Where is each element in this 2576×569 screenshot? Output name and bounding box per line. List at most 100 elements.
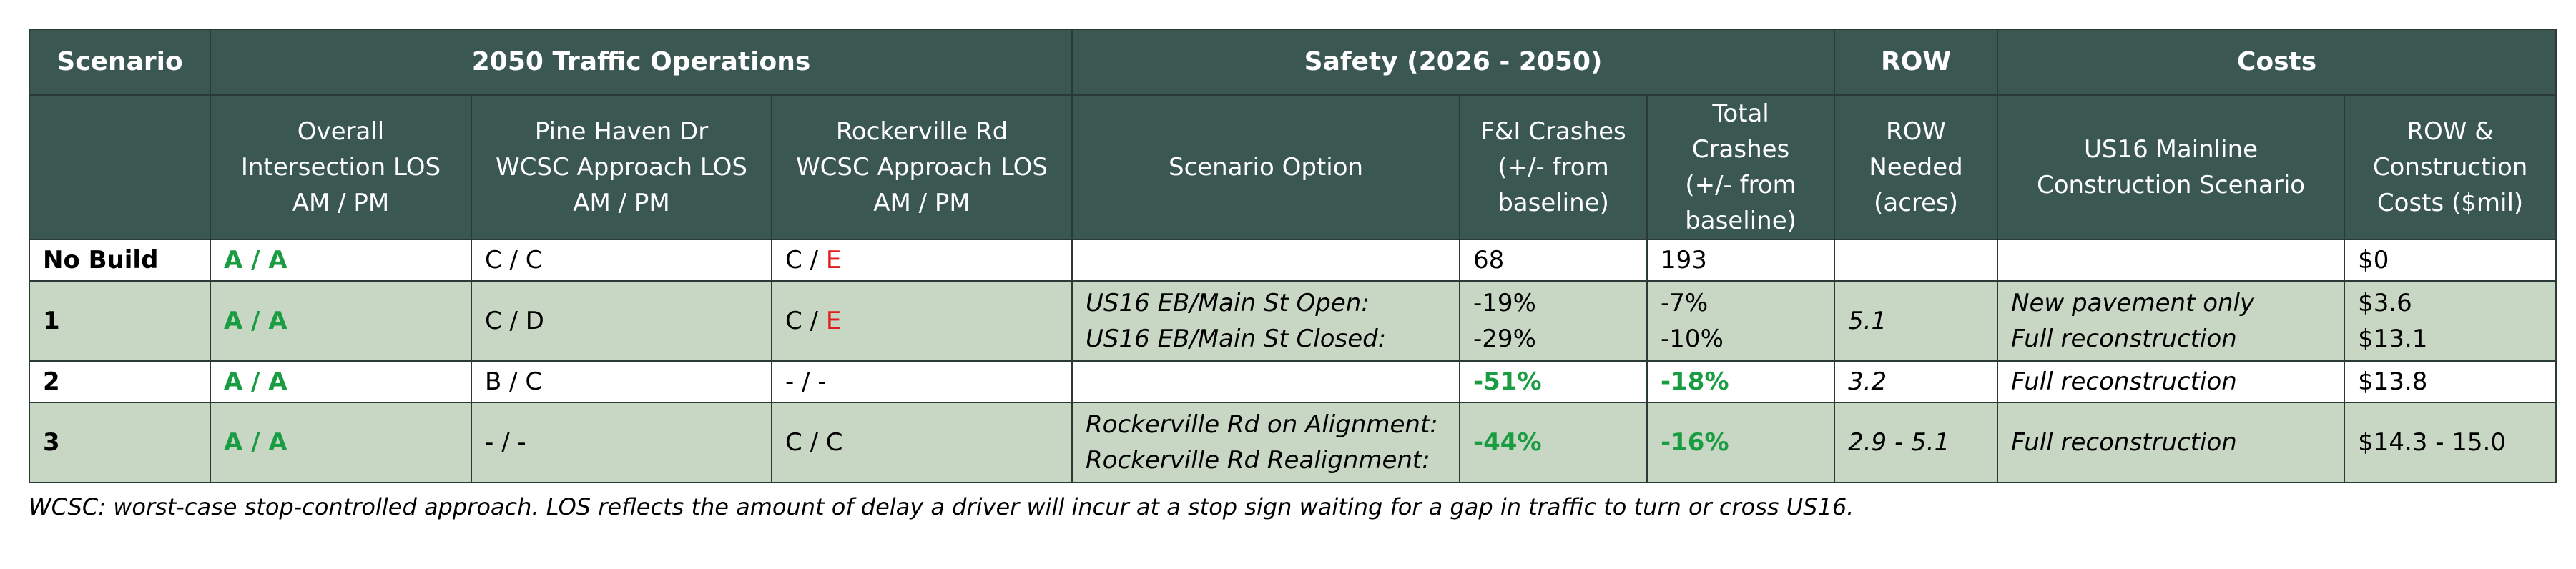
cell-us16-mainline xyxy=(1997,239,2346,282)
cell-rockerville-los: C / E xyxy=(770,239,1073,282)
cell-rockerville-los: - / - xyxy=(770,360,1073,403)
cell-scenario: 2 xyxy=(29,360,211,403)
cell-row-needed: 5.1 xyxy=(1834,280,1999,362)
cell-scenario-option xyxy=(1071,239,1461,282)
header-total-crashes: Total Crashes (+/- from baseline) xyxy=(1646,94,1836,240)
header-text-line: AM / PM xyxy=(573,189,670,217)
cell-row-needed xyxy=(1834,239,1999,282)
header-text-line: baseline) xyxy=(1685,207,1796,235)
table-row-scenario-2: 2 A / A B / C - / - -51% -18% 3.2 Full r… xyxy=(29,360,2557,403)
header-text-line: baseline) xyxy=(1498,189,1609,217)
header-text-line: (+/- from xyxy=(1685,171,1796,199)
header-text-line: Pine Haven Dr xyxy=(534,117,709,146)
header-text-line: AM / PM xyxy=(292,189,390,217)
header-pine-haven: Pine Haven Dr WCSC Approach LOS AM / PM xyxy=(471,94,772,240)
cell-us16-mainline: Full reconstruction xyxy=(1997,360,2346,403)
header-group-row: Scenario 2050 Traffic Operations Safety … xyxy=(29,29,2557,96)
us16-mainline-line: New pavement only xyxy=(2011,289,2255,317)
los-am: C / xyxy=(785,246,826,274)
header-text-line: Crashes xyxy=(1691,135,1790,164)
us16-mainline-line: Full reconstruction xyxy=(2011,325,2237,353)
scenario-comparison-table-wrapper: Scenario 2050 Traffic Operations Safety … xyxy=(29,29,2557,483)
cell-pine-haven-los: C / C xyxy=(471,239,772,282)
cell-scenario: 3 xyxy=(29,402,211,483)
fi-crashes-line: -29% xyxy=(1473,325,1536,353)
cell-scenario: No Build xyxy=(29,239,211,282)
cell-row-needed: 2.9 - 5.1 xyxy=(1834,402,1999,483)
cell-costs: $0 xyxy=(2344,239,2557,282)
cell-fi-crashes: -51% xyxy=(1459,360,1648,403)
cell-overall-los: A / A xyxy=(210,239,472,282)
cell-overall-los: A / A xyxy=(210,402,472,483)
cell-scenario: 1 xyxy=(29,280,211,362)
total-crashes-line: -10% xyxy=(1661,325,1724,353)
header-text-line: Rockerville Rd xyxy=(835,117,1008,146)
scenario-option-line: Rockerville Rd on Alignment: xyxy=(1086,410,1438,439)
cell-row-needed: 3.2 xyxy=(1834,360,1999,403)
header-text-line: F&I Crashes xyxy=(1480,117,1626,146)
cell-rockerville-los: C / C xyxy=(770,402,1073,483)
cell-scenario-option xyxy=(1071,360,1461,403)
header-fi-crashes: F&I Crashes (+/- from baseline) xyxy=(1459,94,1648,240)
header-text-line: WCSC Approach LOS xyxy=(796,153,1048,182)
header-text-line: Intersection LOS xyxy=(240,153,441,182)
header-text-line: Scenario Option xyxy=(1168,153,1364,182)
cell-costs: $13.8 xyxy=(2344,360,2557,403)
cell-us16-mainline: Full reconstruction xyxy=(1997,402,2346,483)
cell-pine-haven-los: C / D xyxy=(471,280,772,362)
table-footnote: WCSC: worst-case stop-controlled approac… xyxy=(29,493,1854,520)
cell-fi-crashes: -19% -29% xyxy=(1459,280,1648,362)
header-safety: Safety (2026 - 2050) xyxy=(1071,29,1836,96)
header-text-line: US16 Mainline xyxy=(2084,135,2258,164)
cell-scenario-option: US16 EB/Main St Open: US16 EB/Main St Cl… xyxy=(1071,280,1461,362)
header-us16-mainline: US16 Mainline Construction Scenario xyxy=(1997,94,2346,240)
header-text-line: ROW xyxy=(1886,117,1947,146)
header-text-line: ROW & xyxy=(2407,117,2494,146)
cell-fi-crashes: -44% xyxy=(1459,402,1648,483)
header-text-line: Total xyxy=(1712,99,1769,128)
header-costs: Costs xyxy=(1997,29,2557,96)
cell-overall-los: A / A xyxy=(210,280,472,362)
cell-costs: $3.6 $13.1 xyxy=(2344,280,2557,362)
scenario-option-line: US16 EB/Main St Closed: xyxy=(1086,325,1387,353)
cell-rockerville-los: C / E xyxy=(770,280,1073,362)
scenario-comparison-table: Scenario 2050 Traffic Operations Safety … xyxy=(29,29,2557,483)
cost-line: $3.6 xyxy=(2358,289,2412,317)
header-text-line: Needed xyxy=(1869,153,1963,182)
cell-fi-crashes: 68 xyxy=(1459,239,1648,282)
cell-total-crashes: -18% xyxy=(1646,360,1836,403)
cell-scenario-option: Rockerville Rd on Alignment: Rockerville… xyxy=(1071,402,1461,483)
los-pm-failing: E xyxy=(825,246,842,274)
header-text-line: (acres) xyxy=(1874,189,1959,217)
header-row: ROW xyxy=(1834,29,1999,96)
cell-total-crashes: 193 xyxy=(1646,239,1836,282)
cell-overall-los: A / A xyxy=(210,360,472,403)
header-row-construction-costs: ROW & Construction Costs ($mil) xyxy=(2344,94,2557,240)
table-row-no-build: No Build A / A C / C C / E 68 193 $0 xyxy=(29,239,2557,282)
los-am: C / xyxy=(785,307,826,335)
header-scenario: Scenario xyxy=(29,29,211,96)
fi-crashes-line: -19% xyxy=(1473,289,1536,317)
header-overall-los: Overall Intersection LOS AM / PM xyxy=(210,94,472,240)
scenario-option-line: Rockerville Rd Realignment: xyxy=(1086,446,1430,475)
cell-pine-haven-los: - / - xyxy=(471,402,772,483)
cost-line: $13.1 xyxy=(2358,325,2428,353)
header-row-needed: ROW Needed (acres) xyxy=(1834,94,1999,240)
cell-us16-mainline: New pavement only Full reconstruction xyxy=(1997,280,2346,362)
header-blank xyxy=(29,94,211,240)
total-crashes-line: -7% xyxy=(1661,289,1709,317)
header-column-row: Overall Intersection LOS AM / PM Pine Ha… xyxy=(29,94,2557,240)
los-pm-failing: E xyxy=(825,307,842,335)
cell-total-crashes: -7% -10% xyxy=(1646,280,1836,362)
header-traffic-operations: 2050 Traffic Operations xyxy=(209,29,1073,96)
cell-costs: $14.3 - 15.0 xyxy=(2344,402,2557,483)
header-text-line: AM / PM xyxy=(873,189,970,217)
header-text-line: Costs ($mil) xyxy=(2376,189,2524,217)
header-rockerville: Rockerville Rd WCSC Approach LOS AM / PM xyxy=(770,94,1073,240)
table-row-scenario-1: 1 A / A C / D C / E US16 EB/Main St Open… xyxy=(29,280,2557,362)
header-scenario-option: Scenario Option xyxy=(1071,94,1461,240)
table-row-scenario-3: 3 A / A - / - C / C Rockerville Rd on Al… xyxy=(29,402,2557,483)
header-text-line: (+/- from xyxy=(1498,153,1609,182)
header-text-line: Construction xyxy=(2372,153,2528,182)
header-text-line: Overall xyxy=(297,117,385,146)
